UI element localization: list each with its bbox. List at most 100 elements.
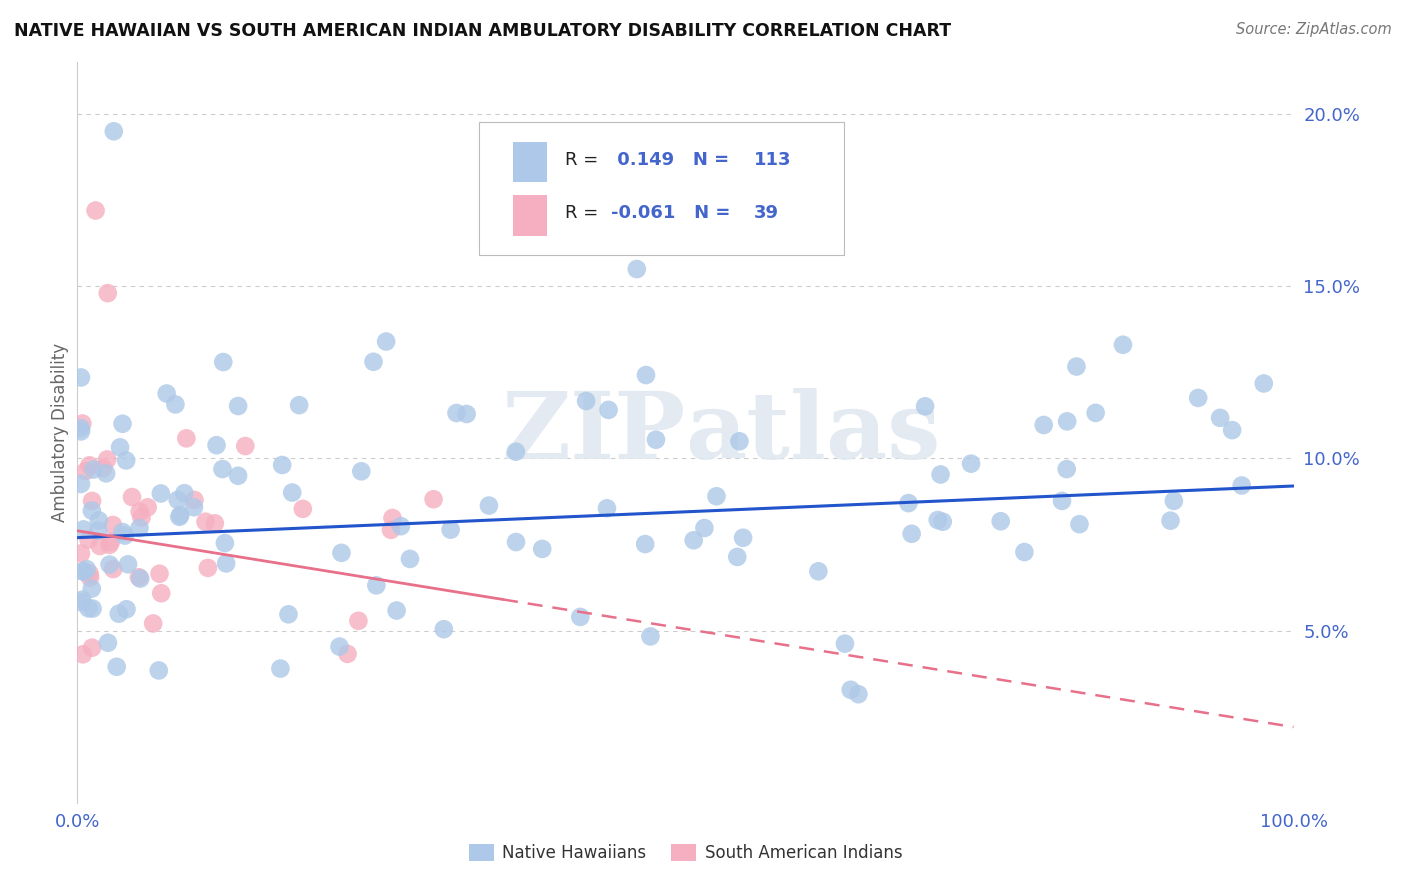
Point (446, 406, 468, 420)
Point (927, 513, 949, 527)
Point (1187, 391, 1209, 405)
Point (82, 640, 104, 655)
Point (456, 407, 478, 421)
Point (634, 537, 657, 551)
Point (87, 513, 110, 527)
Point (1032, 417, 1054, 432)
Point (385, 603, 408, 617)
Point (291, 501, 314, 516)
Point (205, 438, 228, 452)
Point (960, 457, 983, 471)
Point (505, 535, 527, 549)
Point (129, 572, 152, 586)
Point (176, 431, 198, 445)
Point (80, 503, 103, 517)
Point (70, 477, 93, 491)
Point (77, 533, 100, 547)
Point (84, 203, 107, 218)
Point (932, 515, 955, 529)
Point (215, 557, 238, 571)
Point (150, 586, 173, 600)
Point (148, 566, 170, 581)
Text: 0.149   N =: 0.149 N = (612, 151, 735, 169)
Point (166, 492, 188, 507)
Text: -0.061   N =: -0.061 N = (612, 204, 737, 222)
Point (433, 622, 456, 636)
Point (212, 355, 235, 369)
Point (733, 531, 755, 545)
Point (197, 561, 219, 575)
Point (100, 535, 122, 549)
Point (105, 659, 128, 673)
Point (598, 403, 620, 417)
Point (1209, 410, 1232, 425)
Point (381, 511, 404, 525)
Point (165, 397, 187, 411)
Point (478, 499, 501, 513)
Point (79, 458, 101, 473)
Text: NATIVE HAWAIIAN VS SOUTH AMERICAN INDIAN AMBULATORY DISABILITY CORRELATION CHART: NATIVE HAWAIIAN VS SOUTH AMERICAN INDIAN… (14, 22, 952, 40)
Point (76, 562, 98, 576)
Point (269, 662, 291, 676)
Point (70, 370, 93, 384)
Point (121, 490, 143, 504)
Text: R =: R = (565, 204, 605, 222)
Point (108, 440, 131, 454)
Point (626, 262, 648, 277)
Point (1112, 338, 1135, 352)
Point (1253, 376, 1275, 391)
Point (288, 398, 311, 412)
FancyBboxPatch shape (513, 195, 547, 235)
Point (1066, 359, 1088, 374)
Point (98, 538, 121, 552)
Point (271, 458, 294, 472)
FancyBboxPatch shape (478, 121, 844, 255)
Point (439, 523, 461, 537)
Point (183, 493, 205, 508)
Point (204, 516, 226, 531)
Point (79, 566, 101, 581)
Point (87, 524, 110, 538)
Point (89, 539, 111, 553)
Point (1084, 406, 1107, 420)
Point (97, 286, 120, 301)
Text: Source: ZipAtlas.com: Source: ZipAtlas.com (1236, 22, 1392, 37)
Point (214, 536, 236, 550)
Point (128, 570, 150, 584)
Point (366, 578, 388, 592)
Point (70, 421, 93, 435)
Point (575, 394, 598, 409)
Point (111, 524, 134, 539)
Point (897, 496, 920, 510)
Point (131, 510, 153, 524)
Point (226, 399, 249, 413)
Point (640, 629, 662, 643)
Point (706, 489, 728, 503)
Point (91, 461, 114, 475)
Point (211, 462, 233, 476)
Point (277, 607, 299, 622)
Point (128, 521, 150, 535)
Legend: Native Hawaiians, South American Indians: Native Hawaiians, South American Indians (463, 837, 908, 869)
Text: ZIP: ZIP (501, 388, 686, 477)
Point (900, 526, 922, 541)
Point (1056, 462, 1078, 476)
Point (183, 500, 205, 515)
Point (117, 558, 139, 572)
Point (728, 434, 751, 449)
Point (94, 467, 117, 481)
Point (990, 514, 1012, 528)
Point (72, 565, 94, 579)
Point (725, 549, 748, 564)
Point (173, 486, 195, 500)
Point (194, 515, 217, 529)
Point (422, 492, 444, 507)
Text: 39: 39 (754, 204, 779, 222)
Point (328, 640, 350, 654)
Point (97, 636, 120, 650)
Point (693, 521, 716, 535)
Point (596, 501, 619, 516)
Point (505, 444, 527, 458)
Point (77, 601, 100, 615)
Point (83, 462, 105, 476)
